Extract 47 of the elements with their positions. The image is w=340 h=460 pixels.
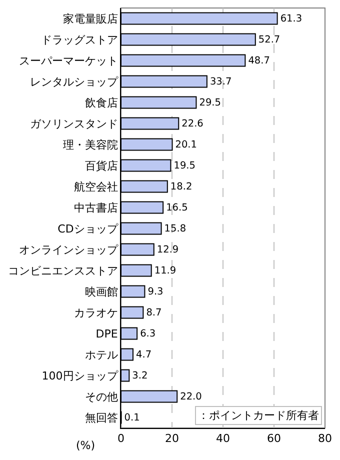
text: 22.6 <box>182 118 204 130</box>
x-tick-label: 40 <box>216 432 230 446</box>
y-tick-label: 100円ショップ <box>42 369 119 382</box>
y-tick-label: 航空会社 <box>74 180 118 194</box>
y-tick-label: スーパーマーケット <box>18 54 118 68</box>
text: 6.3 <box>140 328 156 340</box>
text: 12.9 <box>156 244 179 256</box>
y-tick-label: 百貨店 <box>84 159 118 172</box>
text: 4.7 <box>136 350 152 361</box>
y-tick-label: CDショップ <box>58 222 119 236</box>
y-tick-label: レンタルショップ <box>30 75 119 88</box>
text: 22.0 <box>180 392 202 403</box>
text: 48.7 <box>248 56 270 67</box>
text: 20.1 <box>175 140 197 151</box>
y-tick-label: ドラッグストア <box>40 33 118 46</box>
x-tick-label: 60 <box>267 432 281 446</box>
y-tick-label: 映画館 <box>84 285 118 298</box>
y-tick-label: 無回答 <box>84 411 118 424</box>
y-tick-label: その他 <box>84 390 118 404</box>
x-tick-label: 80 <box>318 432 332 446</box>
series-label: ：ポイントカード所有者 <box>198 409 319 422</box>
text: 19.5 <box>174 160 196 172</box>
text: 3.2 <box>132 370 148 382</box>
y-tick-label: DPE <box>96 327 118 340</box>
text: 18.2 <box>170 182 192 193</box>
text: 0.1 <box>124 412 140 424</box>
y-tick-label: 理・美容院 <box>62 138 118 152</box>
text: 15.8 <box>164 224 186 235</box>
x-tick-label: 0 <box>118 432 124 446</box>
text: 29.5 <box>199 98 221 109</box>
y-tick-label: ホテル <box>84 348 118 362</box>
y-tick-label: 家電量販店 <box>62 12 118 26</box>
y-tick-label: カラオケ <box>74 306 118 320</box>
text: 52.7 <box>258 34 280 46</box>
text: 33.7 <box>210 76 232 88</box>
y-tick-label: コンビニエンスストア <box>8 264 118 278</box>
text: 8.7 <box>146 308 162 319</box>
text: 11.9 <box>154 266 176 277</box>
y-tick-label: 中古書店 <box>74 201 118 214</box>
x-axis-title: (%) <box>76 439 96 452</box>
y-tick-label: 飲食店 <box>84 96 118 110</box>
text: 16.5 <box>166 202 188 214</box>
text: 9.3 <box>148 286 164 298</box>
text: 61.3 <box>280 14 302 25</box>
y-tick-label: オンラインショップ <box>18 243 119 256</box>
x-tick-label: 20 <box>165 432 179 446</box>
y-tick-label: ガソリンスタンド <box>30 117 118 130</box>
